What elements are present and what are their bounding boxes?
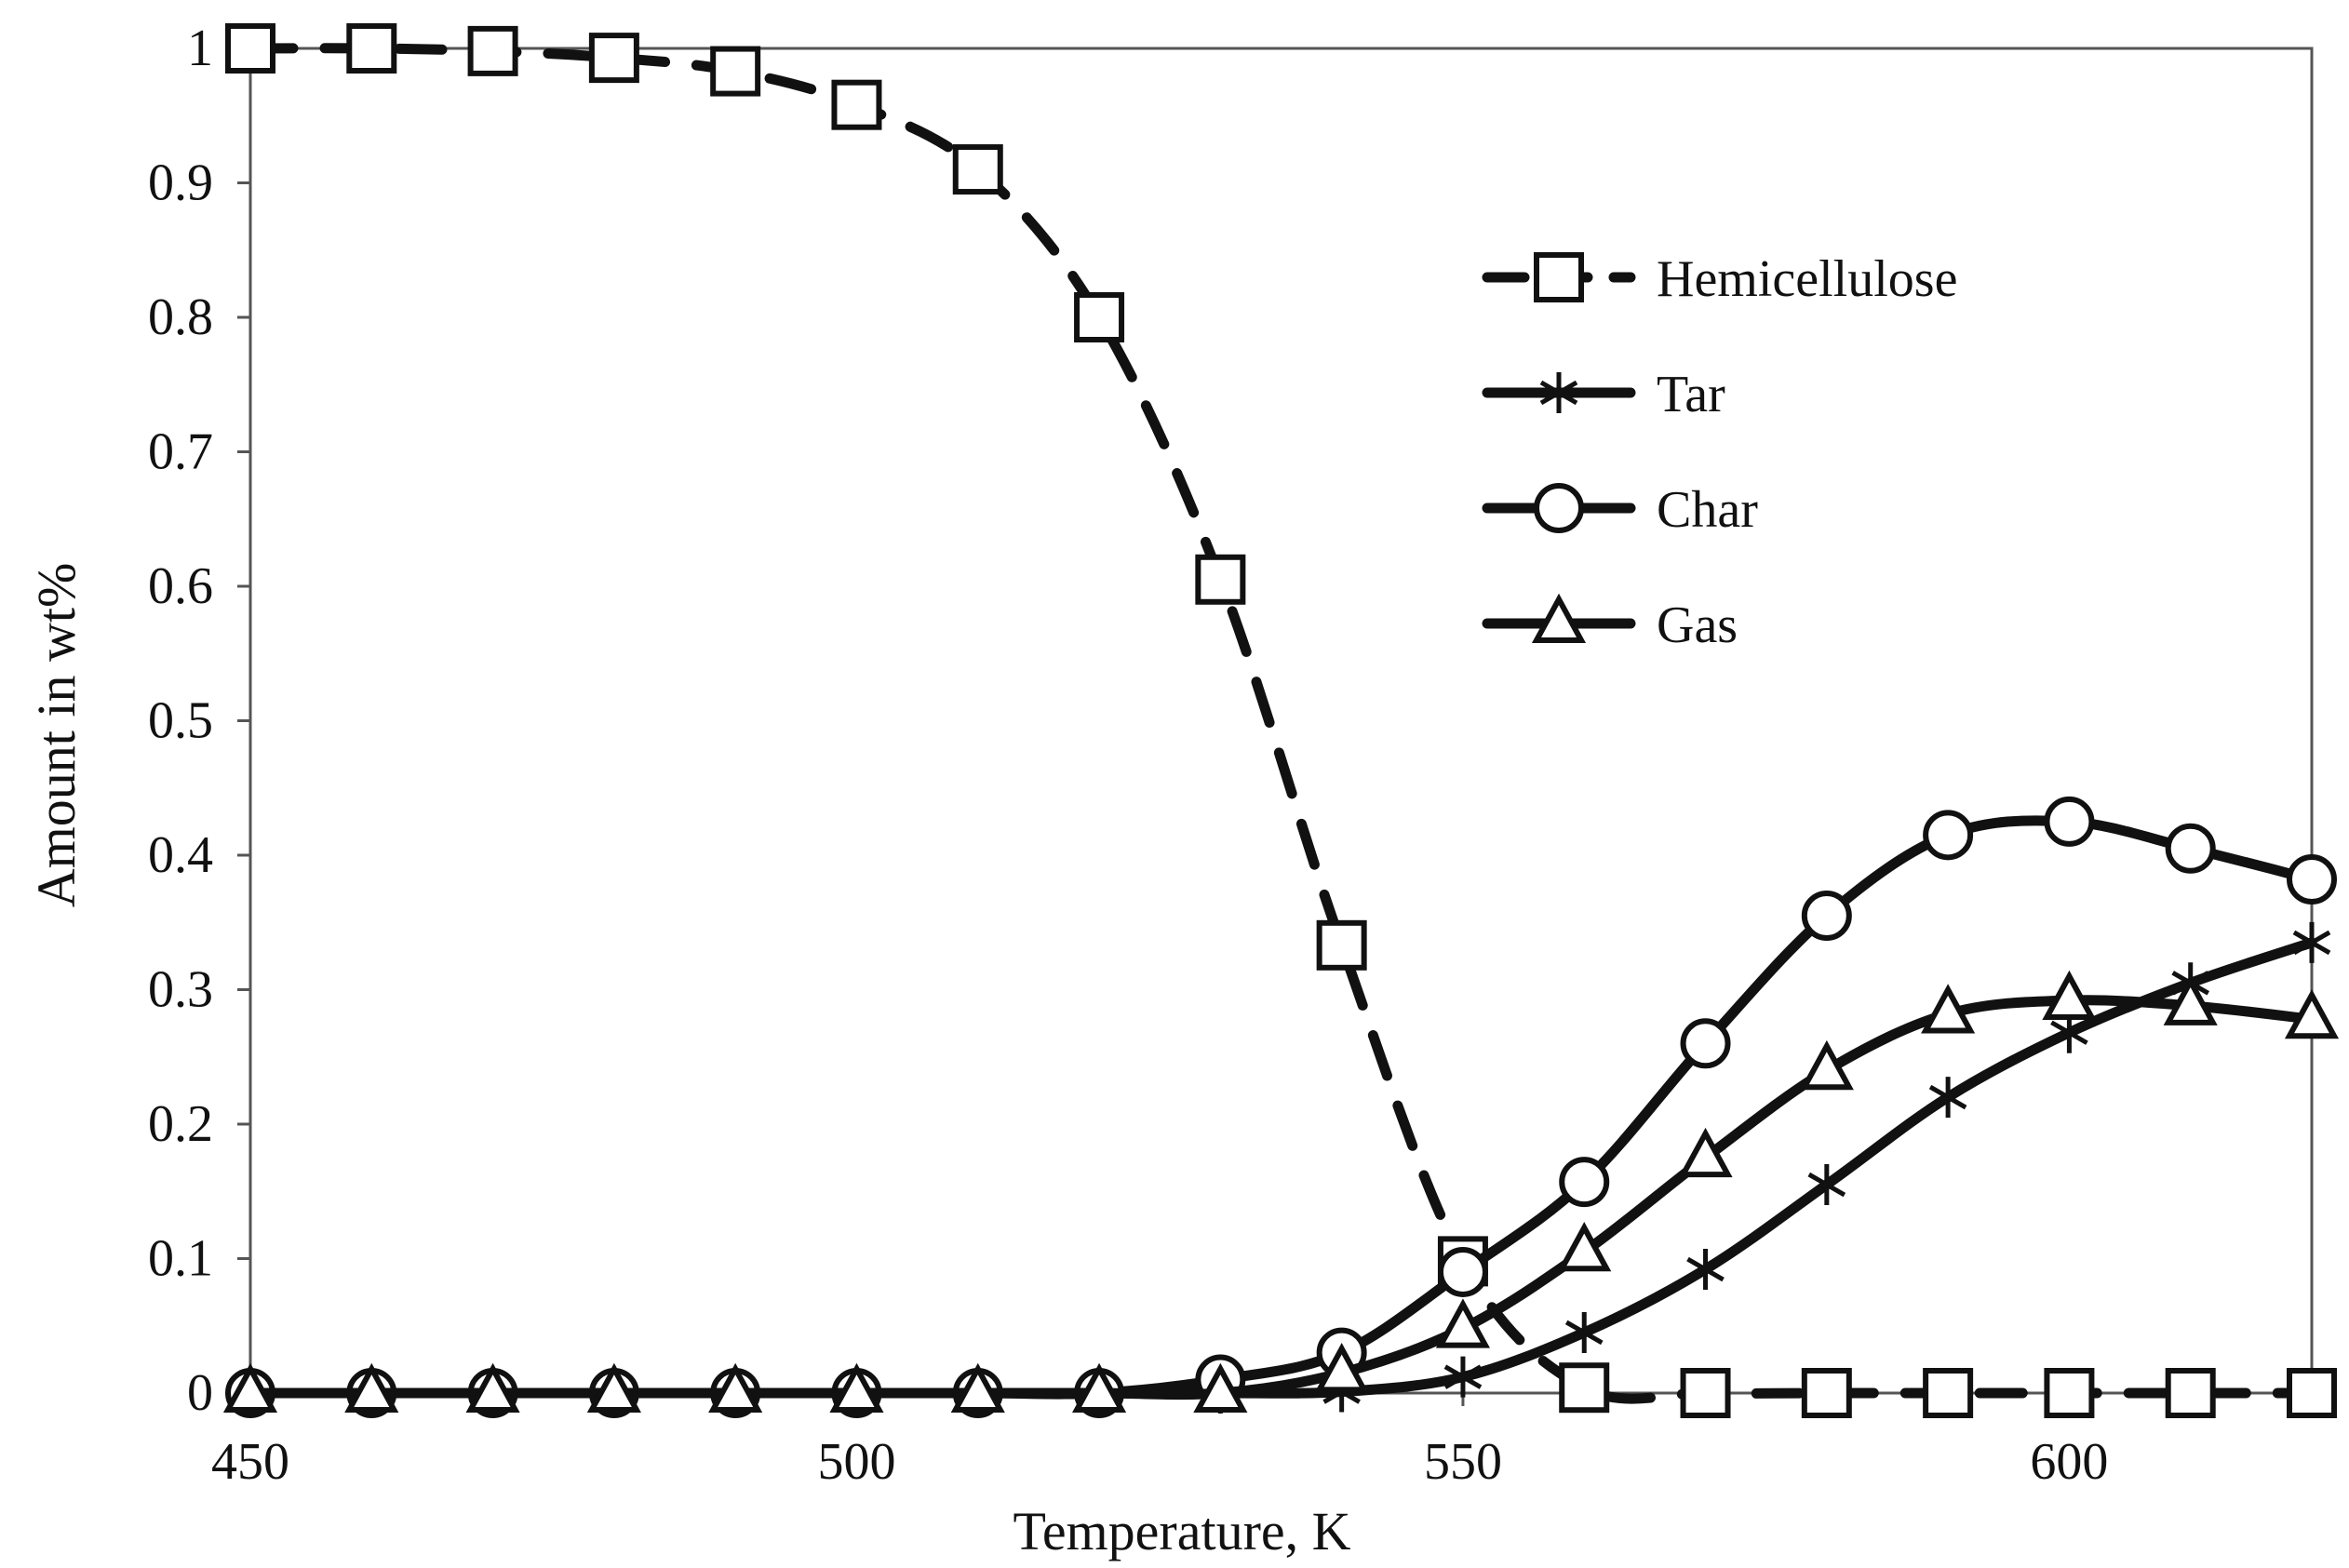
- y-axis-label: Amount in wt%: [26, 563, 87, 908]
- legend-label-gas: Gas: [1657, 596, 1738, 654]
- data-point-gas: [465, 1362, 520, 1413]
- data-point-hemicellulose: [467, 25, 518, 76]
- data-point-gas: [1557, 1222, 1612, 1272]
- data-point-gas: [1193, 1362, 1248, 1413]
- data-point-hemicellulose: [1801, 1368, 1852, 1418]
- data-point-gas: [829, 1362, 884, 1413]
- data-point-tar: [1686, 1249, 1725, 1291]
- legend-item-char: Char: [1482, 481, 1758, 539]
- series-gas: [222, 970, 2340, 1413]
- data-point-gas: [2163, 975, 2218, 1025]
- legend-marker-char: [1534, 483, 1584, 533]
- data-point-hemicellulose: [2044, 1368, 2095, 1418]
- data-point-hemicellulose: [1316, 919, 1367, 971]
- data-point-gas: [1678, 1127, 1733, 1178]
- data-point-gas: [2042, 970, 2097, 1021]
- y-tick-label: 0.9: [148, 154, 213, 212]
- series-hemicellulose: [225, 23, 2337, 1418]
- data-point-hemicellulose: [952, 144, 1003, 195]
- data-point-hemicellulose: [346, 23, 397, 74]
- plot-area-frame: [248, 47, 2314, 1395]
- data-point-gas: [2284, 989, 2340, 1039]
- data-point-hemicellulose: [1195, 554, 1246, 605]
- data-point-hemicellulose: [2165, 1368, 2216, 1418]
- data-point-char: [2165, 823, 2216, 874]
- y-tick-label: 1: [187, 20, 213, 77]
- data-point-hemicellulose: [831, 79, 882, 130]
- y-tick-label: 0.5: [148, 692, 213, 750]
- data-point-hemicellulose: [710, 46, 761, 97]
- data-point-hemicellulose: [2287, 1368, 2337, 1418]
- data-point-char: [1437, 1246, 1488, 1297]
- data-point-hemicellulose: [588, 33, 639, 84]
- data-point-gas: [222, 1362, 278, 1413]
- x-tick-label: 550: [1424, 1433, 1502, 1491]
- series-char: [225, 796, 2337, 1418]
- x-tick-label: 500: [817, 1433, 895, 1491]
- data-point-tar: [1807, 1164, 1846, 1206]
- data-point-gas: [1435, 1298, 1490, 1348]
- legend-marker-gas: [1531, 593, 1587, 643]
- data-point-char: [1680, 1018, 1731, 1069]
- data-point-gas: [344, 1362, 399, 1413]
- data-point-gas: [950, 1362, 1005, 1413]
- legend-label-hemicellulose: Hemicellulose: [1657, 250, 1957, 308]
- y-tick-label: 0.1: [148, 1230, 213, 1288]
- data-point-char: [2044, 796, 2095, 847]
- y-tick-label: 0.7: [148, 423, 213, 481]
- data-point-hemicellulose: [1923, 1368, 1974, 1418]
- data-point-char: [1923, 810, 1974, 861]
- legend-label-tar: Tar: [1657, 366, 1725, 423]
- y-tick-label: 0.6: [148, 557, 213, 615]
- data-point-tar: [1443, 1356, 1483, 1398]
- legend-item-tar: Tar: [1482, 366, 1725, 423]
- series-line-char: [245, 815, 2317, 1400]
- series-line-tar: [245, 937, 2317, 1399]
- x-axis: 450 500 550 600: [211, 1393, 2108, 1491]
- y-tick-label: 0.4: [148, 826, 213, 884]
- y-tick-label: 0.3: [148, 961, 213, 1019]
- legend-label-char: Char: [1657, 481, 1758, 539]
- data-point-tar: [1928, 1077, 1967, 1119]
- legend-item-gas: Gas: [1482, 593, 1738, 654]
- data-point-hemicellulose: [1559, 1362, 1610, 1414]
- data-point-tar: [1564, 1311, 1604, 1353]
- data-point-tar: [2292, 921, 2331, 963]
- data-point-gas: [708, 1362, 763, 1413]
- data-point-char: [1559, 1157, 1610, 1208]
- legend-item-hemicellulose: Hemicellulose: [1482, 250, 1957, 308]
- y-tick-label: 0.8: [148, 288, 213, 346]
- legend-marker-tar: [1539, 372, 1578, 413]
- data-point-char: [2287, 854, 2337, 905]
- data-point-gas: [1921, 984, 1976, 1034]
- x-axis-label: Temperature, K: [1013, 1501, 1350, 1561]
- data-point-char: [1801, 891, 1852, 942]
- legend-marker-hemicellulose: [1534, 252, 1584, 302]
- x-tick-label: 450: [211, 1433, 289, 1491]
- y-tick-label: 0: [187, 1364, 213, 1422]
- series-tar: [231, 921, 2331, 1414]
- series-line-hemicellulose: [245, 43, 2317, 1404]
- data-point-hemicellulose: [1074, 292, 1125, 342]
- data-point-gas: [1314, 1343, 1369, 1393]
- data-point-gas: [1799, 1039, 1854, 1091]
- y-tick-label: 0.2: [148, 1095, 213, 1153]
- y-axis: 0 0.1 0.2 0.3 0.4 0.5 0.6 0.7 0.8 0.9 1: [148, 20, 250, 1422]
- data-point-gas: [586, 1362, 641, 1413]
- legend: Hemicellulose Tar Char Gas: [1482, 250, 1957, 654]
- series-layer: [222, 23, 2340, 1418]
- data-point-gas: [1072, 1362, 1127, 1413]
- data-point-hemicellulose: [1680, 1368, 1731, 1418]
- series-line-gas: [245, 995, 2317, 1400]
- x-tick-label: 600: [2030, 1433, 2108, 1491]
- data-point-hemicellulose: [225, 23, 275, 74]
